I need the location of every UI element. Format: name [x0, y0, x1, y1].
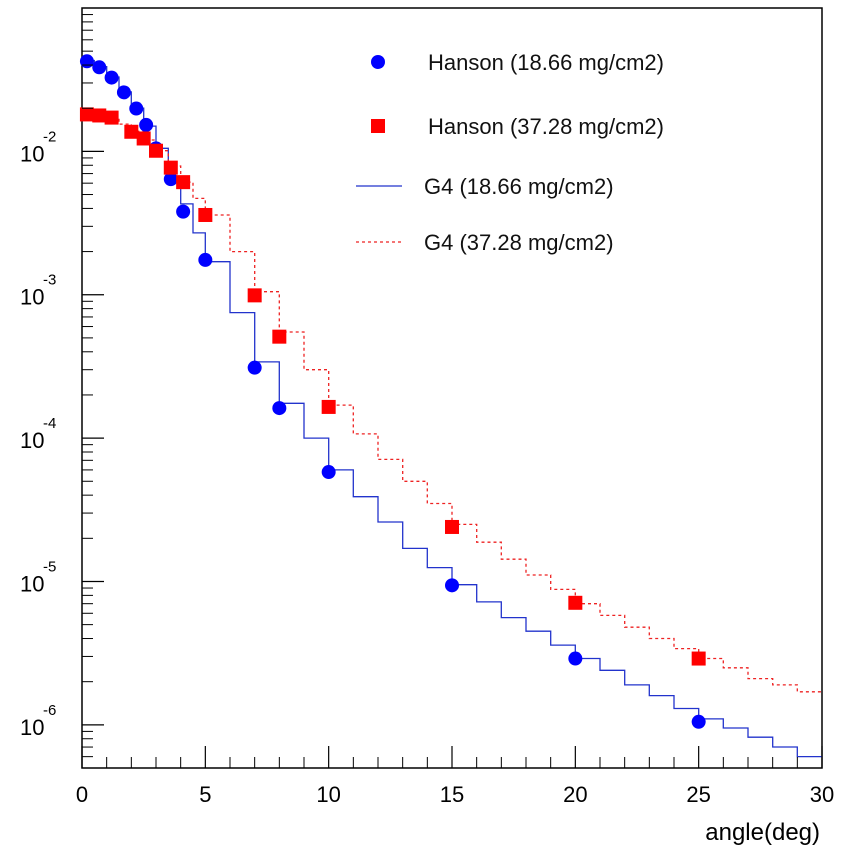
data-point [176, 175, 191, 190]
legend-label: Hanson (37.28 mg/cm2) [428, 114, 664, 139]
y-tick-label-exponent: -5 [43, 558, 56, 575]
x-tick-label: 0 [76, 782, 88, 807]
data-point [568, 651, 583, 666]
y-tick-label-base: 10 [20, 285, 44, 310]
legend-item: G4 (18.66 mg/cm2) [356, 174, 614, 199]
legend-label: Hanson (18.66 mg/cm2) [428, 50, 664, 75]
x-tick-label: 10 [316, 782, 340, 807]
data-point [691, 714, 706, 729]
x-tick-label: 15 [440, 782, 464, 807]
data-point [445, 519, 459, 534]
x-tick-label: 25 [686, 782, 710, 807]
data-point [272, 329, 287, 344]
series-0 [79, 54, 706, 729]
data-point [691, 651, 706, 666]
data-point [79, 54, 94, 69]
y-tick-label-exponent: -4 [43, 415, 56, 432]
data-point [247, 288, 262, 303]
data-point [176, 204, 191, 219]
data-point [139, 117, 154, 132]
x-tick-label: 30 [810, 782, 834, 807]
legend-item: G4 (37.28 mg/cm2) [356, 230, 614, 255]
data-point [124, 124, 139, 139]
g4-histogram-line [82, 113, 822, 693]
g4-histogram-line [82, 59, 822, 758]
data-point [149, 143, 163, 158]
data-point [321, 399, 336, 414]
data-point [163, 172, 178, 187]
data-point [116, 85, 131, 100]
data-point [104, 110, 119, 125]
x-axis-title: angle(deg) [705, 819, 820, 846]
series-1 [79, 107, 706, 666]
y-tick-label-exponent: -2 [43, 128, 56, 145]
y-tick-label-exponent: -3 [43, 272, 56, 289]
data-point [104, 70, 119, 85]
data-point [129, 101, 144, 116]
legend: Hanson (18.66 mg/cm2) Hanson (37.28 mg/cm… [356, 50, 664, 255]
y-tick-label-exponent: -6 [43, 702, 56, 719]
data-point [92, 108, 107, 123]
data-point [568, 595, 583, 610]
data-point [92, 60, 107, 75]
y-tick-label-base: 10 [20, 571, 44, 596]
data-point [136, 131, 151, 146]
y-tick-label-base: 10 [20, 141, 44, 166]
legend-label: G4 (37.28 mg/cm2) [424, 230, 614, 255]
x-tick-label: 5 [199, 782, 211, 807]
legend-label: G4 (18.66 mg/cm2) [424, 174, 614, 199]
data-point [272, 401, 287, 416]
legend-item: Hanson (37.28 mg/cm2) [371, 114, 664, 139]
legend-marker [371, 55, 385, 69]
data-point [163, 160, 178, 175]
data-point [321, 465, 336, 480]
series-3 [82, 113, 822, 693]
data-point [198, 252, 213, 267]
legend-marker [371, 119, 385, 133]
legend-item: Hanson (18.66 mg/cm2) [371, 50, 664, 75]
plot-frame [81, 7, 823, 769]
series-2 [82, 59, 822, 758]
series-layer [79, 54, 822, 758]
y-tick-label-base: 10 [20, 715, 44, 740]
x-tick-label: 20 [563, 782, 587, 807]
data-point [247, 360, 262, 375]
data-point [198, 207, 213, 222]
y-tick-label-base: 10 [20, 428, 44, 453]
data-point [445, 578, 459, 593]
data-point [79, 107, 94, 122]
